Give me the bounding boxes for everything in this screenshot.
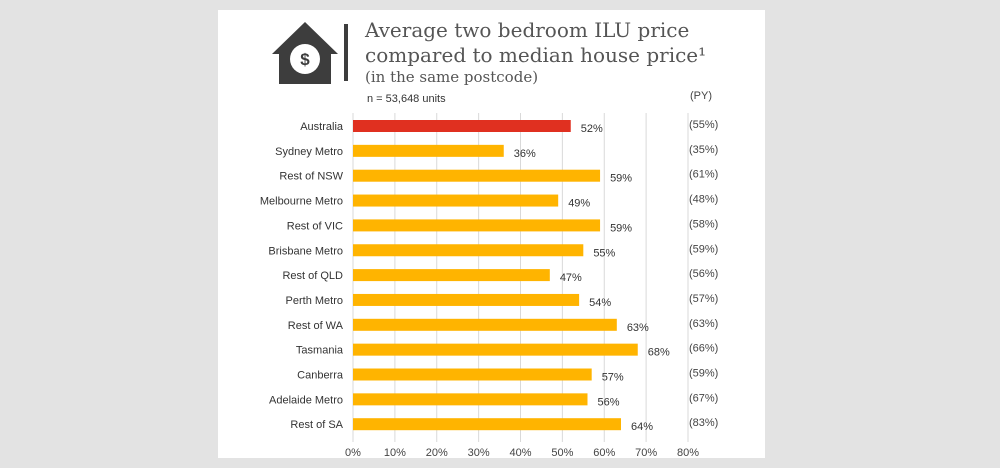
x-tick-label: 30%	[468, 447, 490, 459]
prior-year-label: (61%)	[689, 169, 718, 181]
data-label: 57%	[602, 372, 624, 384]
category-label: Rest of SA	[290, 419, 343, 431]
prior-year-label: (59%)	[689, 368, 718, 380]
bar	[353, 293, 580, 306]
category-label: Rest of WA	[288, 320, 344, 332]
data-label: 56%	[598, 396, 620, 408]
bar	[353, 194, 559, 207]
bar	[353, 393, 588, 406]
data-label: 49%	[568, 198, 590, 210]
category-label: Sydney Metro	[275, 146, 343, 158]
category-label: Adelaide Metro	[269, 394, 343, 406]
category-label: Australia	[300, 121, 344, 133]
category-label: Rest of VIC	[287, 220, 343, 232]
house-dollar-icon: $	[272, 22, 338, 84]
data-label: 64%	[631, 421, 653, 433]
bar	[353, 318, 617, 331]
data-label: 59%	[610, 173, 632, 185]
x-tick-label: 0%	[345, 447, 361, 459]
prior-year-header: (PY)	[690, 90, 712, 102]
title-divider	[344, 24, 348, 81]
prior-year-label: (66%)	[689, 343, 718, 355]
chart-panel	[218, 10, 765, 458]
bar	[353, 144, 504, 157]
bar	[353, 269, 550, 282]
x-tick-label: 40%	[509, 447, 531, 459]
prior-year-label: (58%)	[689, 218, 718, 230]
x-tick-label: 10%	[384, 447, 406, 459]
category-label: Rest of NSW	[279, 171, 343, 183]
data-label: 55%	[593, 247, 615, 259]
category-label: Perth Metro	[286, 295, 343, 307]
prior-year-label: (55%)	[689, 119, 718, 131]
x-tick-label: 60%	[593, 447, 615, 459]
chart-title-line-3: (in the same postcode)	[365, 68, 539, 86]
prior-year-label: (67%)	[689, 392, 718, 404]
x-tick-label: 20%	[426, 447, 448, 459]
data-label: 52%	[581, 123, 603, 135]
svg-text:$: $	[300, 50, 310, 69]
prior-year-label: (48%)	[689, 194, 718, 206]
bar	[353, 120, 571, 132]
category-label: Rest of QLD	[282, 270, 343, 282]
x-tick-label: 50%	[551, 447, 573, 459]
data-label: 68%	[648, 347, 670, 359]
category-label: Brisbane Metro	[268, 245, 343, 257]
sample-size: n = 53,648 units	[367, 93, 446, 105]
bar	[353, 169, 601, 182]
chart-title-line-2: compared to median house price¹	[365, 43, 707, 67]
prior-year-label: (57%)	[689, 293, 718, 305]
data-label: 36%	[514, 148, 536, 160]
bar	[353, 368, 592, 381]
bar	[353, 343, 638, 356]
bar	[353, 418, 621, 431]
prior-year-label: (63%)	[689, 318, 718, 330]
x-tick-label: 80%	[677, 447, 699, 459]
bar	[353, 244, 584, 257]
prior-year-label: (35%)	[689, 144, 718, 156]
data-label: 54%	[589, 297, 611, 309]
data-label: 63%	[627, 322, 649, 334]
x-tick-label: 70%	[635, 447, 657, 459]
data-label: 47%	[560, 272, 582, 284]
prior-year-label: (59%)	[689, 243, 718, 255]
category-label: Canberra	[297, 370, 344, 382]
category-label: Melbourne Metro	[260, 196, 343, 208]
chart-title-line-1: Average two bedroom ILU price	[365, 18, 690, 42]
prior-year-label: (56%)	[689, 268, 718, 280]
bar	[353, 219, 601, 232]
category-label: Tasmania	[296, 345, 344, 357]
prior-year-label: (83%)	[689, 417, 718, 429]
data-label: 59%	[610, 222, 632, 234]
